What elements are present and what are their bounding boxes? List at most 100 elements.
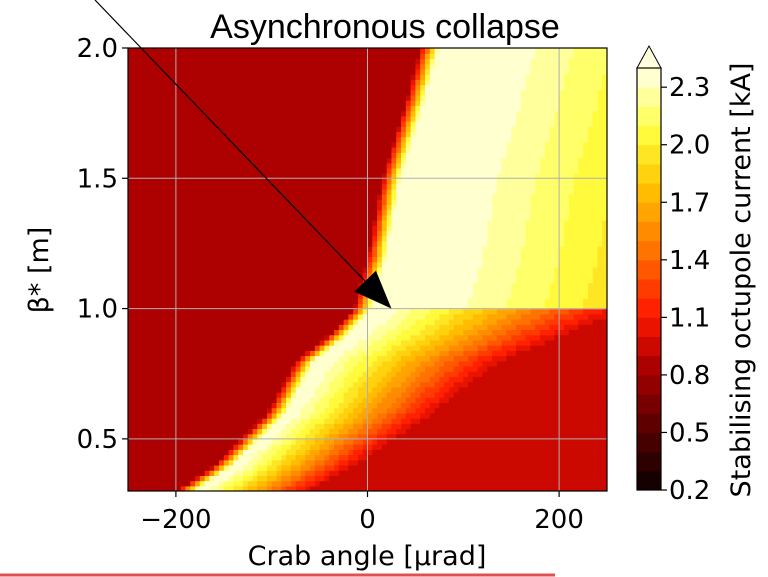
heatmap-cell bbox=[290, 339, 297, 346]
heatmap-cell bbox=[219, 355, 225, 362]
heatmap-cell bbox=[525, 438, 531, 445]
heatmap-cell bbox=[482, 376, 488, 383]
heatmap-cell bbox=[367, 470, 373, 476]
heatmap-cell bbox=[209, 261, 215, 268]
heatmap-cell bbox=[357, 470, 364, 476]
heatmap-cell bbox=[156, 391, 163, 398]
heatmap-cell bbox=[535, 235, 541, 242]
heatmap-cell bbox=[329, 402, 335, 409]
heatmap-cell bbox=[583, 376, 589, 383]
heatmap-cell bbox=[506, 444, 512, 450]
heatmap-cell bbox=[477, 485, 484, 491]
heatmap-cell bbox=[257, 386, 263, 393]
heatmap-cell bbox=[444, 266, 450, 273]
heatmap-cell bbox=[266, 282, 273, 289]
heatmap-cell bbox=[338, 433, 345, 440]
heatmap-cell bbox=[286, 371, 292, 377]
heatmap-cell bbox=[597, 246, 603, 252]
heatmap-cell bbox=[343, 240, 349, 247]
heatmap-cell bbox=[319, 277, 325, 284]
heatmap-cell bbox=[396, 355, 402, 362]
heatmap-cell bbox=[329, 365, 335, 372]
heatmap-cell bbox=[262, 240, 268, 247]
heatmap-cell bbox=[329, 459, 335, 466]
heatmap-cell bbox=[386, 407, 393, 414]
heatmap-cell bbox=[338, 391, 345, 398]
heatmap-cell bbox=[156, 376, 163, 383]
heatmap-cell bbox=[343, 449, 349, 456]
heatmap-cell bbox=[319, 485, 325, 491]
heatmap-cell bbox=[271, 256, 278, 263]
heatmap-cell bbox=[233, 449, 239, 456]
heatmap-cell bbox=[266, 319, 273, 325]
heatmap-cell bbox=[329, 381, 335, 388]
heatmap-cell bbox=[132, 423, 139, 430]
heatmap-cell bbox=[477, 287, 484, 294]
heatmap-cell bbox=[544, 391, 551, 398]
heatmap-cell bbox=[563, 230, 570, 237]
heatmap-cell bbox=[602, 282, 607, 289]
heatmap-cell bbox=[448, 418, 455, 424]
heatmap-cell bbox=[511, 350, 517, 357]
heatmap-cell bbox=[511, 475, 517, 482]
heatmap-cell bbox=[252, 308, 258, 315]
heatmap-cell bbox=[262, 345, 268, 351]
heatmap-cell bbox=[578, 272, 584, 278]
heatmap-cell bbox=[128, 464, 134, 471]
heatmap-cell bbox=[214, 433, 220, 440]
heatmap-cell bbox=[281, 407, 287, 414]
heatmap-cell bbox=[578, 256, 584, 263]
heatmap-cell bbox=[233, 470, 239, 476]
heatmap-cell bbox=[401, 386, 407, 393]
heatmap-cell bbox=[262, 475, 268, 482]
heatmap-cell bbox=[190, 371, 196, 377]
heatmap-cell bbox=[348, 345, 354, 351]
heatmap-cell bbox=[300, 485, 306, 491]
heatmap-cell bbox=[247, 339, 254, 346]
heatmap-cell bbox=[367, 355, 373, 362]
heatmap-cell bbox=[295, 412, 302, 419]
heatmap-cell bbox=[151, 470, 158, 476]
heatmap-cell bbox=[492, 365, 498, 372]
heatmap-cell bbox=[477, 459, 484, 466]
heatmap-cell bbox=[458, 235, 464, 242]
heatmap-cell bbox=[362, 266, 369, 273]
heatmap-cell bbox=[257, 470, 263, 476]
heatmap-cell bbox=[209, 397, 215, 403]
heatmap-cell bbox=[563, 438, 570, 445]
heatmap-cell bbox=[175, 350, 182, 357]
heatmap-cell bbox=[132, 230, 139, 237]
heatmap-cell bbox=[563, 266, 570, 273]
heatmap-cell bbox=[472, 470, 479, 476]
heatmap-cell bbox=[214, 381, 220, 388]
heatmap-cell bbox=[377, 371, 383, 377]
heatmap-cell bbox=[271, 444, 278, 450]
heatmap-cell bbox=[166, 459, 172, 466]
heatmap-cell bbox=[348, 339, 354, 346]
heatmap-cell bbox=[147, 360, 153, 367]
heatmap-cell bbox=[520, 246, 527, 252]
heatmap-cell bbox=[223, 272, 230, 278]
heatmap-cell bbox=[401, 319, 407, 325]
heatmap-cell bbox=[338, 386, 345, 393]
heatmap-cell bbox=[175, 444, 182, 450]
heatmap-cell bbox=[377, 480, 383, 487]
heatmap-cell bbox=[310, 345, 316, 351]
heatmap-cell bbox=[420, 251, 426, 258]
heatmap-cell bbox=[410, 303, 416, 310]
heatmap-cell bbox=[597, 235, 603, 242]
heatmap-cell bbox=[506, 256, 512, 263]
heatmap-cell bbox=[209, 329, 215, 336]
heatmap-cell bbox=[472, 303, 479, 310]
heatmap-cell bbox=[290, 433, 297, 440]
heatmap-cell bbox=[209, 418, 215, 424]
heatmap-cell bbox=[568, 355, 575, 362]
heatmap-cell bbox=[396, 240, 402, 247]
heatmap-cell bbox=[372, 464, 378, 471]
heatmap-cell bbox=[405, 355, 412, 362]
heatmap-cell bbox=[242, 256, 249, 263]
heatmap-cell bbox=[401, 292, 407, 299]
heatmap-cell bbox=[281, 418, 287, 424]
heatmap-cell bbox=[520, 480, 527, 487]
heatmap-cell bbox=[597, 428, 603, 435]
